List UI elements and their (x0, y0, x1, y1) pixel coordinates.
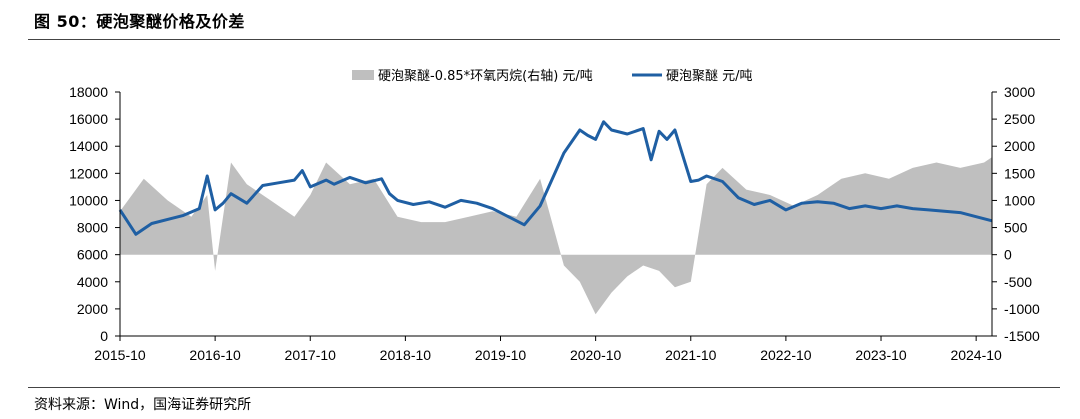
figure-title: 图 50：硬泡聚醚价格及价差 (34, 12, 245, 31)
x-tick-label: 2024-10 (950, 347, 1002, 363)
left-tick-label: 8000 (77, 220, 108, 236)
right-tick-label: 1500 (1004, 165, 1035, 181)
top-divider (28, 39, 1060, 40)
x-tick-label: 2015-10 (94, 347, 146, 363)
left-tick-label: 14000 (69, 138, 108, 154)
left-tick-label: 2000 (77, 301, 108, 317)
x-tick-label: 2018-10 (380, 347, 432, 363)
left-tick-label: 18000 (69, 84, 108, 100)
x-tick-label: 2020-10 (570, 347, 622, 363)
source-note: 资料来源：Wind，国海证券研究所 (34, 397, 252, 413)
right-tick-label: -1000 (1004, 301, 1040, 317)
chart-legend: 硬泡聚醚-0.85*环氧丙烷(右轴) 元/吨 硬泡聚醚 元/吨 (352, 69, 753, 84)
left-tick-label: 0 (100, 328, 108, 344)
right-tick-label: -500 (1004, 274, 1032, 290)
right-tick-label: 2500 (1004, 111, 1035, 127)
x-tick-label: 2022-10 (760, 347, 812, 363)
plot-area: 0200040006000800010000120001400016000180… (69, 84, 1040, 363)
left-tick-label: 16000 (69, 111, 108, 127)
left-tick-label: 10000 (69, 192, 108, 208)
right-tick-label: 1000 (1004, 192, 1035, 208)
right-tick-label: 3000 (1004, 84, 1035, 100)
x-tick-label: 2021-10 (665, 347, 717, 363)
left-tick-label: 12000 (69, 165, 108, 181)
x-tick-label: 2023-10 (855, 347, 907, 363)
x-tick-label: 2017-10 (285, 347, 337, 363)
legend-label-spread: 硬泡聚醚-0.85*环氧丙烷(右轴) 元/吨 (378, 69, 593, 84)
right-tick-label: 2000 (1004, 138, 1035, 154)
legend-swatch-spread (352, 70, 374, 80)
legend-label-price: 硬泡聚醚 元/吨 (666, 69, 753, 84)
price-line-series (118, 120, 993, 236)
spread-area-series (120, 157, 992, 315)
right-tick-label: 0 (1004, 247, 1012, 263)
x-tick-label: 2016-10 (189, 347, 241, 363)
right-tick-label: -1500 (1004, 328, 1040, 344)
bottom-divider (28, 387, 1060, 388)
x-tick-label: 2019-10 (475, 347, 527, 363)
right-tick-label: 500 (1004, 220, 1028, 236)
left-tick-label: 4000 (77, 274, 108, 290)
left-tick-label: 6000 (77, 247, 108, 263)
